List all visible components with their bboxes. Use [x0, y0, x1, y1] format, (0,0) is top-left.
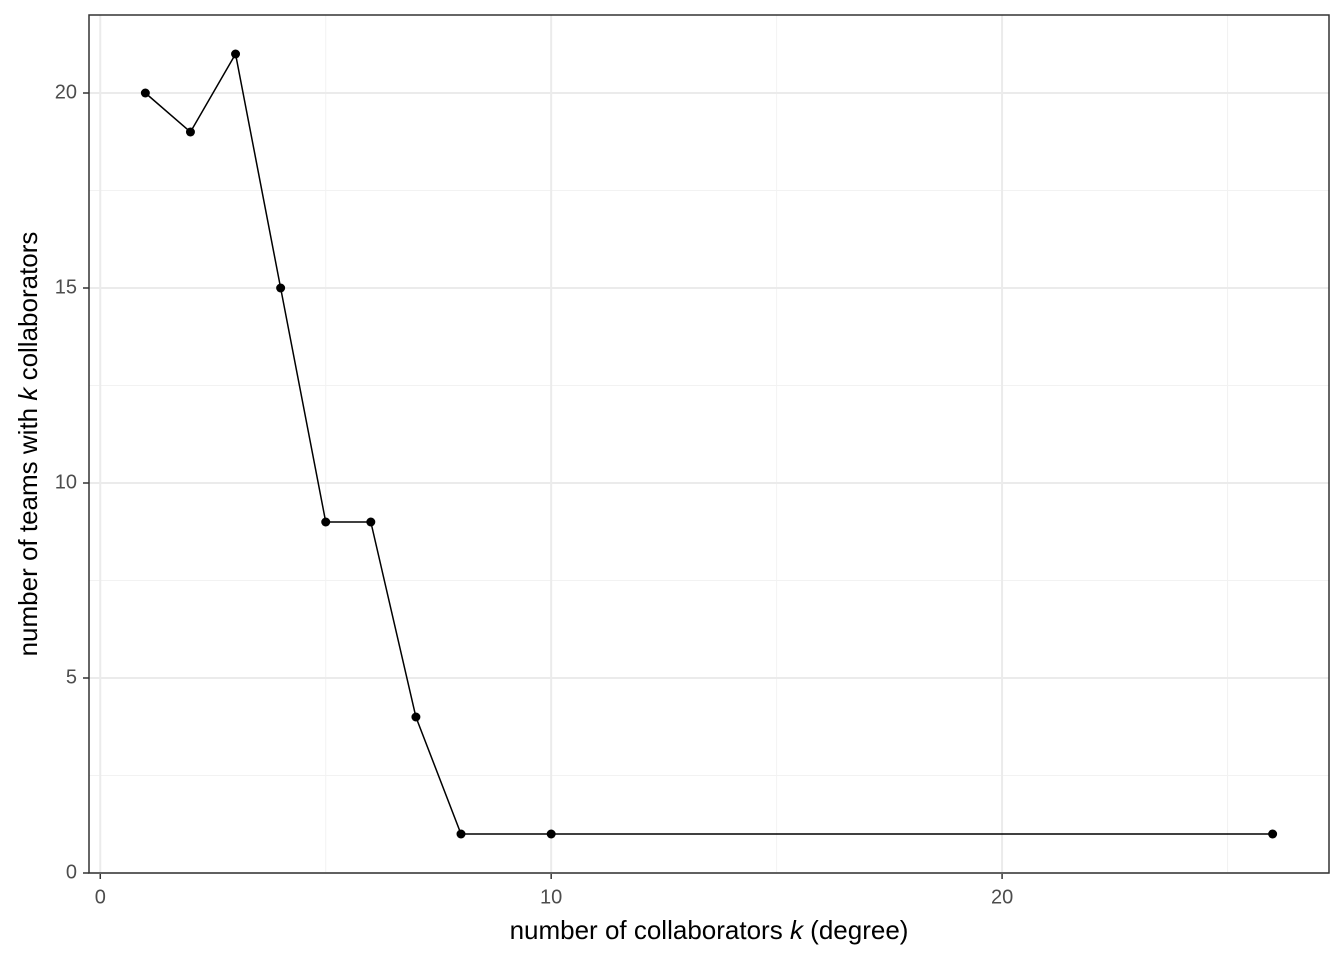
- y-tick-label: 5: [66, 666, 77, 688]
- point: [231, 49, 241, 59]
- point: [456, 829, 466, 839]
- y-tick-label: 0: [66, 861, 77, 883]
- y-tick-label: 15: [55, 276, 77, 298]
- point: [366, 517, 376, 527]
- y-axis-title: number of teams with k collaborators: [13, 232, 43, 657]
- point: [321, 517, 331, 527]
- x-axis-title: number of collaborators k (degree): [510, 915, 909, 945]
- y-tick-label: 20: [55, 81, 77, 103]
- line: [144, 51, 1273, 835]
- x-title-part: number of collaborators: [510, 915, 790, 945]
- point: [276, 283, 286, 293]
- x-tick-label: 20: [991, 886, 1013, 908]
- panel-border: [88, 14, 1330, 874]
- point: [140, 88, 150, 98]
- x-title-part: (degree): [803, 915, 909, 945]
- x-tick-label: 10: [540, 886, 562, 908]
- x-title-part: k: [790, 915, 805, 945]
- point: [1268, 829, 1278, 839]
- point: [185, 127, 195, 137]
- point: [546, 829, 556, 839]
- y-title-part: number of teams with: [13, 401, 43, 657]
- x-tick-label: 0: [95, 886, 106, 908]
- y-title-part: collaborators: [13, 232, 43, 388]
- y-tick-label: 10: [55, 471, 77, 493]
- point: [411, 712, 421, 722]
- y-title-part: k: [13, 386, 43, 401]
